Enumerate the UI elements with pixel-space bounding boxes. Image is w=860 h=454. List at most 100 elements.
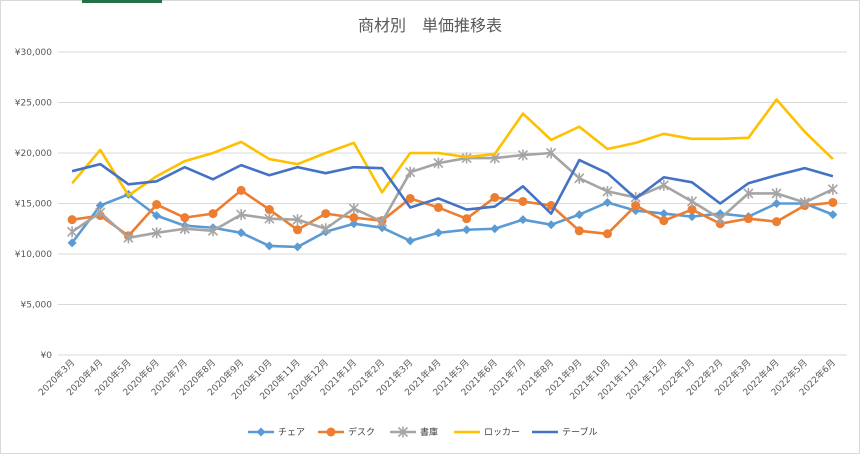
legend-label: テーブル xyxy=(562,426,597,438)
gridlines xyxy=(58,51,847,356)
data-point xyxy=(292,214,303,226)
y-tick-label: ¥25,000 xyxy=(15,99,52,109)
data-point xyxy=(715,213,726,225)
data-point xyxy=(659,216,669,226)
data-point xyxy=(264,241,274,251)
data-point xyxy=(686,195,698,207)
y-tick-label: ¥5,000 xyxy=(21,301,53,311)
data-point xyxy=(95,201,105,211)
data-point xyxy=(326,427,336,437)
chart-title: 商材別 単価推移表 xyxy=(358,16,502,35)
data-point xyxy=(293,225,303,235)
y-axis-labels: ¥0 ¥5,000 ¥10,000 ¥15,000 ¥20,000 ¥25,000 ¥30,… xyxy=(15,48,52,361)
data-point xyxy=(67,215,77,225)
data-point xyxy=(293,242,303,252)
data-point xyxy=(256,427,266,437)
data-point xyxy=(236,228,246,238)
data-point xyxy=(405,193,415,203)
y-tick-label: ¥20,000 xyxy=(15,149,52,159)
data-point xyxy=(405,166,416,178)
data-point xyxy=(546,220,556,230)
data-point xyxy=(490,192,500,202)
data-point xyxy=(376,216,388,228)
legend-item: チェア xyxy=(248,427,305,438)
data-point xyxy=(433,157,444,169)
series-line xyxy=(71,189,834,238)
series-line xyxy=(71,151,834,240)
data-point xyxy=(67,226,78,238)
data-point xyxy=(658,179,669,191)
data-point xyxy=(377,223,387,233)
data-point xyxy=(123,232,134,244)
y-tick-label: ¥0 xyxy=(41,351,53,361)
series-4 xyxy=(71,98,834,197)
data-point xyxy=(264,205,274,215)
data-point xyxy=(405,236,415,246)
data-point xyxy=(462,225,472,235)
data-point xyxy=(687,205,697,215)
data-point xyxy=(602,229,612,239)
data-point xyxy=(348,203,359,215)
series-line xyxy=(71,158,834,215)
legend-label: チェア xyxy=(278,427,305,438)
data-point xyxy=(320,223,331,235)
data-point xyxy=(264,213,275,225)
data-point xyxy=(517,149,529,161)
series-line xyxy=(71,98,834,197)
data-point xyxy=(236,185,246,195)
legend-label: デスク xyxy=(348,426,375,438)
data-point xyxy=(152,211,162,221)
data-point xyxy=(546,147,557,159)
data-point xyxy=(490,224,500,234)
data-point xyxy=(433,228,443,238)
selection-tab-indicator xyxy=(82,0,162,3)
data-point xyxy=(772,217,782,227)
data-point xyxy=(574,226,584,236)
data-point xyxy=(743,187,754,199)
series-lines xyxy=(67,98,838,252)
data-point xyxy=(574,172,585,184)
data-point xyxy=(687,212,697,222)
legend-label: 書庫 xyxy=(420,426,438,438)
data-point xyxy=(180,213,190,223)
data-point xyxy=(433,203,443,213)
series-line xyxy=(71,193,834,249)
data-point xyxy=(207,225,219,237)
y-tick-label: ¥10,000 xyxy=(15,250,52,260)
data-point xyxy=(828,210,838,220)
series-3 xyxy=(67,147,838,244)
y-tick-label: ¥15,000 xyxy=(15,200,52,210)
data-point xyxy=(67,238,77,248)
x-axis-labels: 2020年3月2020年4月2020年5月2020年6月2020年7月2020年… xyxy=(36,357,838,403)
data-point xyxy=(462,214,472,224)
data-point xyxy=(602,185,613,197)
data-point xyxy=(631,201,641,211)
data-point xyxy=(151,227,162,239)
legend-label: ロッカー xyxy=(484,427,520,438)
data-point xyxy=(772,199,782,208)
data-point xyxy=(95,207,106,219)
data-point xyxy=(518,215,528,225)
legend-item: 書庫 xyxy=(390,426,438,438)
y-tick-label: ¥30,000 xyxy=(15,48,52,58)
legend-item: デスク xyxy=(318,426,375,438)
data-point xyxy=(152,200,162,210)
data-point xyxy=(602,197,612,207)
data-point xyxy=(208,209,218,219)
data-point xyxy=(828,197,838,207)
legend-item: ロッカー xyxy=(454,427,520,438)
data-point xyxy=(179,223,190,235)
data-point xyxy=(236,209,247,221)
data-point xyxy=(771,187,782,199)
data-point xyxy=(397,426,409,438)
data-point xyxy=(827,183,838,195)
legend: チェア デスク 書庫 ロッカー テーブル xyxy=(248,426,597,438)
data-point xyxy=(799,196,810,208)
legend-item: テーブル xyxy=(532,426,597,438)
data-point xyxy=(574,210,584,220)
data-point xyxy=(659,209,669,219)
series-5 xyxy=(71,158,834,215)
data-point xyxy=(518,196,528,206)
